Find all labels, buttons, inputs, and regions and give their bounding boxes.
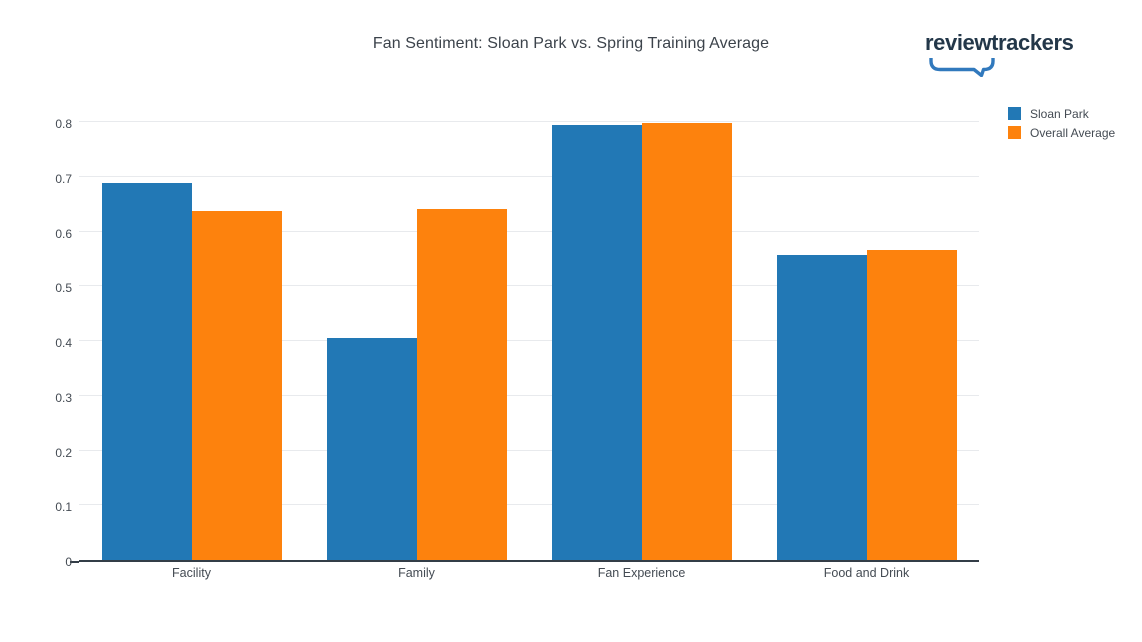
x-axis-line <box>70 561 79 563</box>
y-axis-tick-label: 0.2 <box>55 445 72 460</box>
legend-label: Overall Average <box>1030 125 1116 140</box>
y-axis-tick-label: 0.4 <box>55 336 72 351</box>
legend-item-overall-average[interactable]: Overall Average <box>1008 123 1115 142</box>
y-axis-tick-label: 0.3 <box>55 390 72 405</box>
x-axis-category-label: Fan Experience <box>597 566 686 580</box>
gridline <box>79 175 979 177</box>
brand-logo: reviewtrackers <box>925 30 1095 77</box>
bar-overall-average-facility[interactable] <box>191 211 282 560</box>
legend-label: Sloan Park <box>1030 106 1089 121</box>
y-axis-tick-label: 0.7 <box>55 171 72 186</box>
y-axis-tick-label: 0.1 <box>55 500 72 515</box>
y-axis-tick-label: 0 <box>65 555 72 569</box>
gridline <box>79 340 979 342</box>
legend: Sloan Park Overall Average <box>1008 104 1115 142</box>
logo-text: reviewtrackers <box>925 30 1074 55</box>
x-axis-category-label: Facility <box>172 566 211 580</box>
x-axis-category-label: Food and Drink <box>823 566 910 580</box>
bar-overall-average-family[interactable] <box>416 209 507 560</box>
x-axis-category-label: Family <box>398 566 435 580</box>
chart-title: Fan Sentiment: Sloan Park vs. Spring Tra… <box>372 35 770 52</box>
bar-sloan-park-family[interactable] <box>326 337 417 560</box>
legend-item-sloan-park[interactable]: Sloan Park <box>1008 104 1115 123</box>
y-axis-tick-label: 0.8 <box>55 117 72 132</box>
bar-sloan-park-facility[interactable] <box>101 183 192 560</box>
gridline <box>79 394 979 396</box>
logo-swoosh-icon <box>929 58 995 77</box>
gridline <box>79 449 979 451</box>
y-axis-tick-label: 0.6 <box>55 226 72 241</box>
gridline <box>79 504 979 506</box>
bar-sloan-park-fan-experience[interactable] <box>551 125 642 560</box>
legend-swatch <box>1008 126 1021 139</box>
bar-sloan-park-food-and-drink[interactable] <box>776 255 867 560</box>
gridline <box>79 230 979 232</box>
bar-overall-average-fan-experience[interactable] <box>641 122 732 560</box>
legend-swatch <box>1008 107 1021 120</box>
gridline <box>79 121 979 123</box>
plot-area <box>79 100 979 562</box>
bar-overall-average-food-and-drink[interactable] <box>866 250 957 560</box>
gridline <box>79 285 979 287</box>
y-axis-tick-label: 0.5 <box>55 281 72 296</box>
